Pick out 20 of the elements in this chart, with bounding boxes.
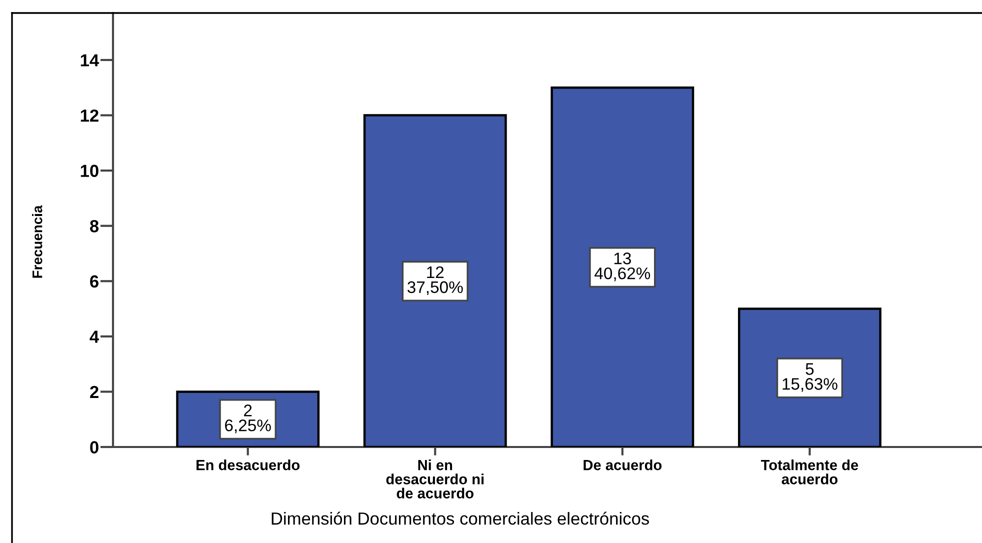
x-axis-title: Dimensión Documentos comerciales electrónicos [272, 512, 649, 525]
x-tick-label: De acuerdo [584, 460, 662, 470]
data-label: 2 6,25% [225, 404, 271, 434]
y-tick-label: 8 [90, 220, 99, 232]
y-axis-title: Frecuencia [32, 205, 42, 278]
bar [363, 114, 507, 447]
y-tick-label: 6 [90, 275, 98, 288]
y-tick-label: 4 [90, 330, 100, 343]
y-tick-label: 12 [80, 109, 98, 122]
x-tick-label: En desacuerdo [196, 460, 300, 470]
data-label: 13 40,62% [594, 252, 650, 282]
y-tick-label: 14 [80, 54, 100, 66]
y-tick-label: 10 [80, 164, 98, 178]
x-tick-label: Ni en desacuerdo ni de acuerdo [386, 460, 484, 498]
data-label: 12 37,50% [408, 266, 463, 296]
bar [550, 86, 694, 447]
data-label: 5 15,63% [782, 363, 838, 392]
y-tick-label: 2 [90, 386, 98, 398]
x-tick-label: Totalmente de acuerdo [760, 460, 858, 484]
y-tick-label: 0 [90, 441, 98, 454]
